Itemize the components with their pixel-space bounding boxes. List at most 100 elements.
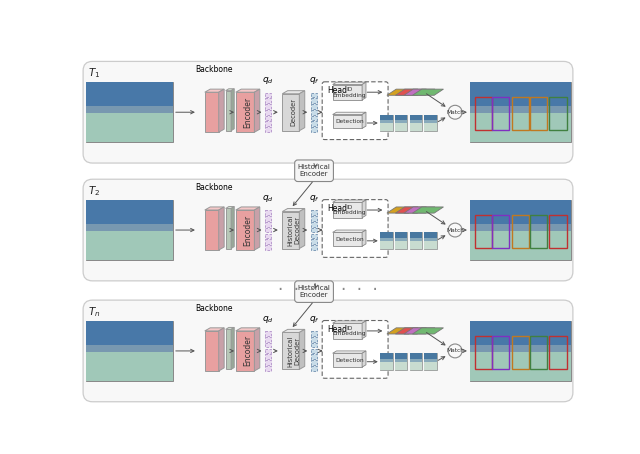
- Polygon shape: [219, 207, 224, 250]
- Bar: [205, 92, 219, 132]
- Bar: [311, 93, 317, 97]
- Bar: [265, 216, 271, 221]
- Bar: [470, 345, 571, 352]
- Polygon shape: [282, 329, 305, 332]
- Bar: [265, 122, 271, 126]
- Bar: [380, 353, 393, 359]
- Bar: [265, 228, 271, 232]
- FancyBboxPatch shape: [322, 321, 388, 378]
- Bar: [236, 210, 254, 250]
- Bar: [424, 362, 437, 370]
- Text: $q_f$: $q_f$: [308, 314, 319, 325]
- Bar: [311, 110, 317, 114]
- Text: ID
Embedding: ID Embedding: [333, 87, 366, 98]
- Text: Head: Head: [327, 86, 348, 95]
- Bar: [311, 360, 317, 365]
- Bar: [470, 82, 571, 142]
- Text: $T_{2}$: $T_{2}$: [88, 184, 100, 197]
- Text: Detection: Detection: [335, 237, 364, 242]
- Text: $q_f$: $q_f$: [308, 75, 319, 86]
- Text: Head: Head: [327, 325, 348, 334]
- Text: Match: Match: [446, 227, 464, 232]
- Bar: [86, 200, 173, 260]
- Bar: [549, 336, 566, 369]
- FancyBboxPatch shape: [294, 160, 333, 182]
- Bar: [311, 337, 317, 342]
- Text: $q_d$: $q_d$: [262, 193, 274, 204]
- Bar: [311, 239, 317, 244]
- Bar: [86, 224, 173, 231]
- Text: ID
Embedding: ID Embedding: [333, 326, 366, 336]
- Circle shape: [448, 223, 462, 237]
- Polygon shape: [412, 328, 444, 334]
- Polygon shape: [205, 89, 224, 92]
- Text: ·  ·  ·  ·  ·  ·  ·: · · · · · · ·: [278, 281, 378, 299]
- Polygon shape: [254, 207, 260, 250]
- Polygon shape: [333, 82, 366, 84]
- Bar: [410, 359, 422, 362]
- Bar: [380, 232, 393, 238]
- Bar: [333, 232, 362, 246]
- Bar: [86, 200, 173, 224]
- Polygon shape: [300, 329, 305, 370]
- Polygon shape: [387, 207, 418, 213]
- Bar: [410, 353, 422, 370]
- Bar: [333, 323, 362, 339]
- Text: Encoder: Encoder: [243, 214, 252, 246]
- Text: Match: Match: [446, 110, 464, 115]
- Polygon shape: [333, 200, 366, 202]
- Bar: [265, 245, 271, 250]
- Bar: [549, 215, 566, 248]
- Bar: [311, 233, 317, 238]
- Bar: [86, 345, 173, 352]
- Polygon shape: [333, 321, 366, 323]
- Bar: [311, 228, 317, 232]
- Bar: [282, 94, 300, 131]
- Bar: [395, 362, 408, 370]
- Bar: [86, 321, 173, 345]
- Polygon shape: [404, 207, 435, 213]
- Bar: [205, 210, 219, 250]
- Bar: [424, 232, 437, 238]
- Bar: [395, 241, 408, 249]
- Bar: [395, 238, 408, 241]
- Bar: [424, 241, 437, 249]
- Bar: [410, 232, 422, 249]
- Bar: [380, 232, 393, 249]
- Bar: [470, 321, 571, 381]
- FancyBboxPatch shape: [322, 82, 388, 139]
- Bar: [512, 97, 529, 130]
- Polygon shape: [396, 328, 426, 334]
- Polygon shape: [231, 89, 234, 131]
- Bar: [265, 355, 271, 359]
- Bar: [311, 99, 317, 103]
- Text: Head: Head: [327, 204, 348, 213]
- Bar: [531, 97, 547, 130]
- Bar: [333, 84, 362, 100]
- Bar: [265, 93, 271, 97]
- Bar: [226, 208, 231, 248]
- Bar: [265, 233, 271, 238]
- FancyBboxPatch shape: [294, 281, 333, 302]
- Text: Backbone: Backbone: [195, 65, 233, 74]
- Text: Encoder: Encoder: [243, 97, 252, 128]
- Bar: [86, 352, 173, 381]
- Bar: [311, 355, 317, 359]
- Text: $q_d$: $q_d$: [262, 314, 274, 325]
- Bar: [380, 238, 393, 241]
- Text: $T_{1}$: $T_{1}$: [88, 66, 100, 80]
- Polygon shape: [404, 328, 435, 334]
- Bar: [492, 97, 509, 130]
- Bar: [475, 336, 492, 369]
- FancyBboxPatch shape: [83, 179, 573, 281]
- Polygon shape: [300, 208, 305, 248]
- Bar: [236, 92, 254, 132]
- Bar: [265, 349, 271, 353]
- Polygon shape: [205, 328, 224, 331]
- Bar: [86, 114, 173, 142]
- Bar: [395, 353, 408, 370]
- Bar: [424, 123, 437, 132]
- Polygon shape: [282, 208, 305, 212]
- Bar: [265, 210, 271, 215]
- Bar: [410, 241, 422, 249]
